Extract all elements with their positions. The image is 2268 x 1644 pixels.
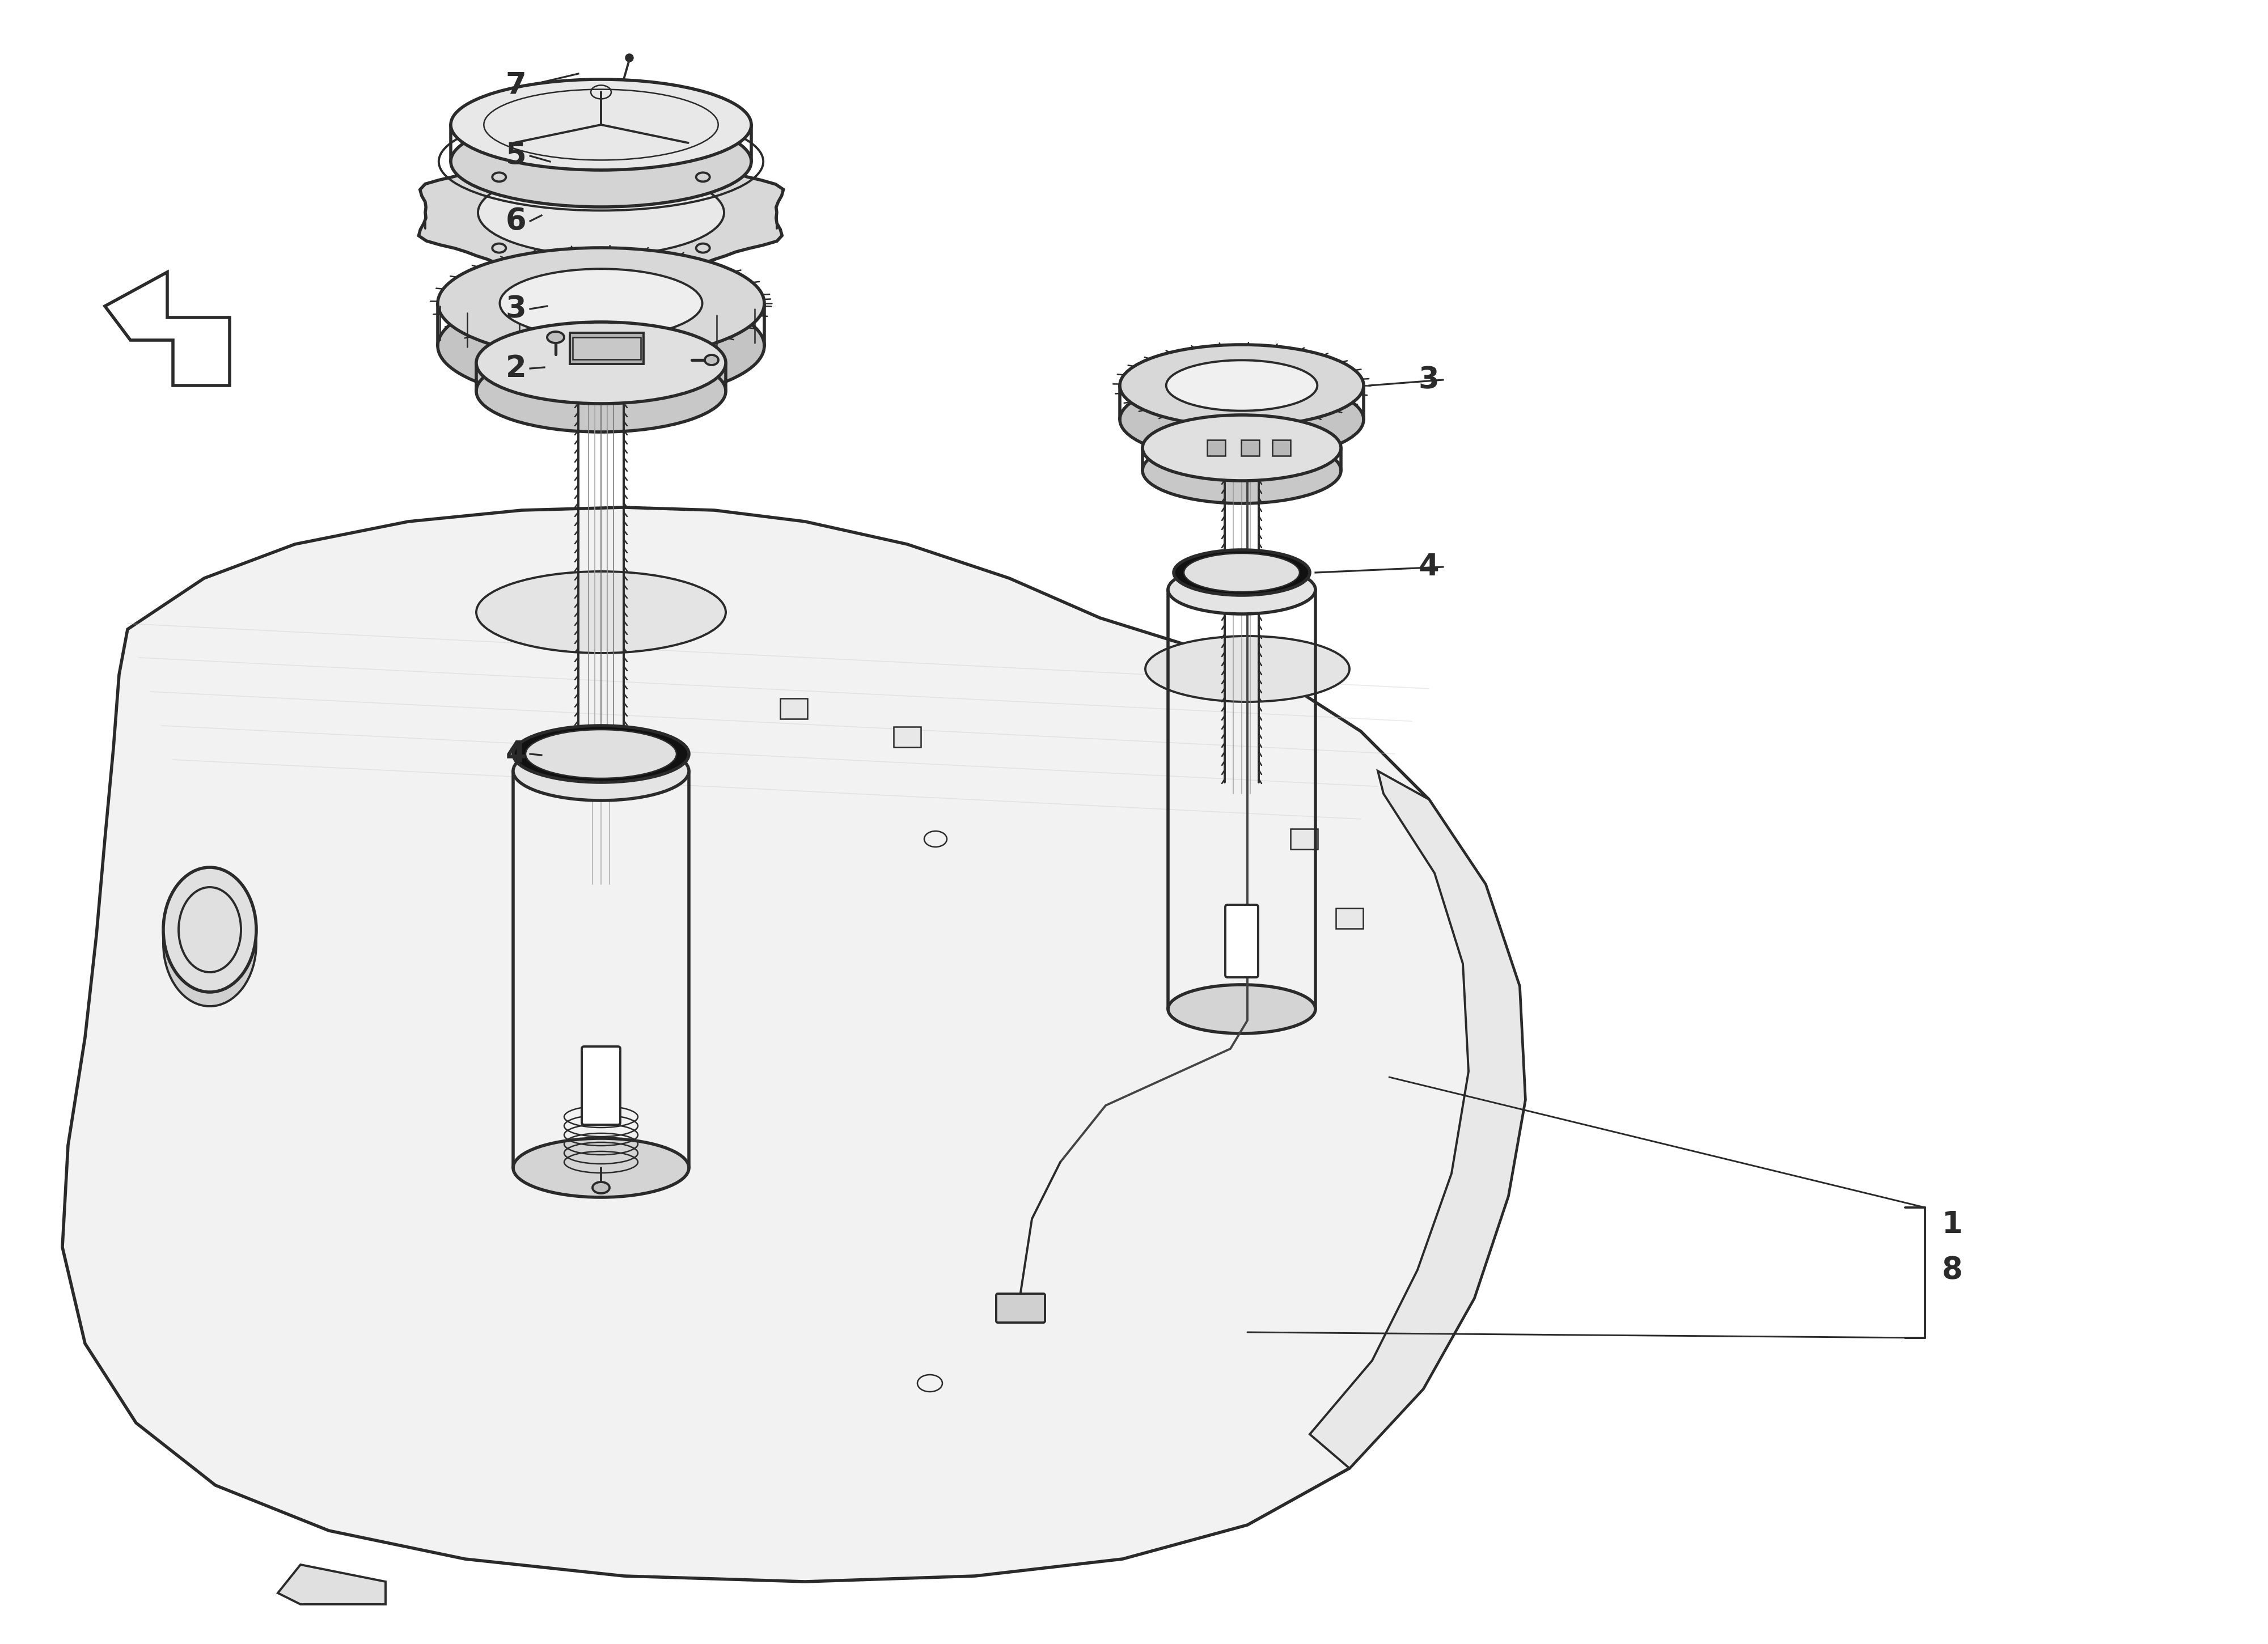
- FancyBboxPatch shape: [1272, 441, 1290, 455]
- Ellipse shape: [592, 1182, 610, 1194]
- Ellipse shape: [438, 291, 764, 401]
- FancyBboxPatch shape: [1225, 904, 1259, 977]
- FancyBboxPatch shape: [581, 1047, 621, 1124]
- Ellipse shape: [1168, 985, 1315, 1034]
- Ellipse shape: [513, 725, 689, 783]
- Text: 4: 4: [1417, 552, 1440, 582]
- Text: 6: 6: [506, 207, 526, 235]
- FancyBboxPatch shape: [996, 1294, 1046, 1322]
- Ellipse shape: [479, 169, 723, 255]
- Polygon shape: [1311, 771, 1524, 1468]
- FancyBboxPatch shape: [1290, 829, 1318, 850]
- Ellipse shape: [476, 322, 726, 404]
- Ellipse shape: [163, 881, 256, 1006]
- Ellipse shape: [451, 117, 751, 207]
- Polygon shape: [277, 1565, 386, 1605]
- Polygon shape: [104, 273, 229, 385]
- FancyBboxPatch shape: [894, 727, 921, 746]
- Ellipse shape: [1143, 414, 1340, 480]
- FancyBboxPatch shape: [572, 337, 642, 360]
- Text: 8: 8: [1941, 1254, 1962, 1284]
- Text: 5: 5: [506, 141, 526, 171]
- Ellipse shape: [438, 248, 764, 358]
- FancyBboxPatch shape: [1336, 907, 1363, 929]
- Ellipse shape: [163, 868, 256, 991]
- FancyBboxPatch shape: [780, 699, 807, 718]
- Ellipse shape: [705, 355, 719, 365]
- Circle shape: [626, 54, 633, 62]
- Ellipse shape: [1175, 549, 1311, 595]
- Polygon shape: [64, 508, 1524, 1582]
- FancyBboxPatch shape: [1207, 441, 1225, 455]
- Ellipse shape: [1120, 378, 1363, 460]
- Text: 2: 2: [506, 353, 526, 383]
- Ellipse shape: [1166, 360, 1318, 411]
- Polygon shape: [420, 150, 782, 276]
- Text: 3: 3: [506, 294, 526, 324]
- Ellipse shape: [547, 332, 565, 344]
- FancyBboxPatch shape: [569, 332, 644, 363]
- Text: 7: 7: [506, 71, 526, 100]
- Ellipse shape: [1143, 437, 1340, 503]
- Ellipse shape: [1145, 636, 1349, 702]
- Ellipse shape: [513, 1138, 689, 1197]
- Ellipse shape: [1184, 554, 1300, 592]
- Ellipse shape: [476, 572, 726, 653]
- Ellipse shape: [499, 270, 703, 337]
- Text: 3: 3: [1417, 365, 1440, 395]
- Ellipse shape: [1120, 345, 1363, 426]
- Ellipse shape: [476, 350, 726, 432]
- Text: 1: 1: [1941, 1210, 1962, 1240]
- Ellipse shape: [1168, 566, 1315, 613]
- FancyBboxPatch shape: [1241, 441, 1259, 455]
- Ellipse shape: [451, 79, 751, 169]
- Ellipse shape: [526, 730, 676, 778]
- Ellipse shape: [513, 741, 689, 801]
- Text: 4: 4: [506, 740, 526, 769]
